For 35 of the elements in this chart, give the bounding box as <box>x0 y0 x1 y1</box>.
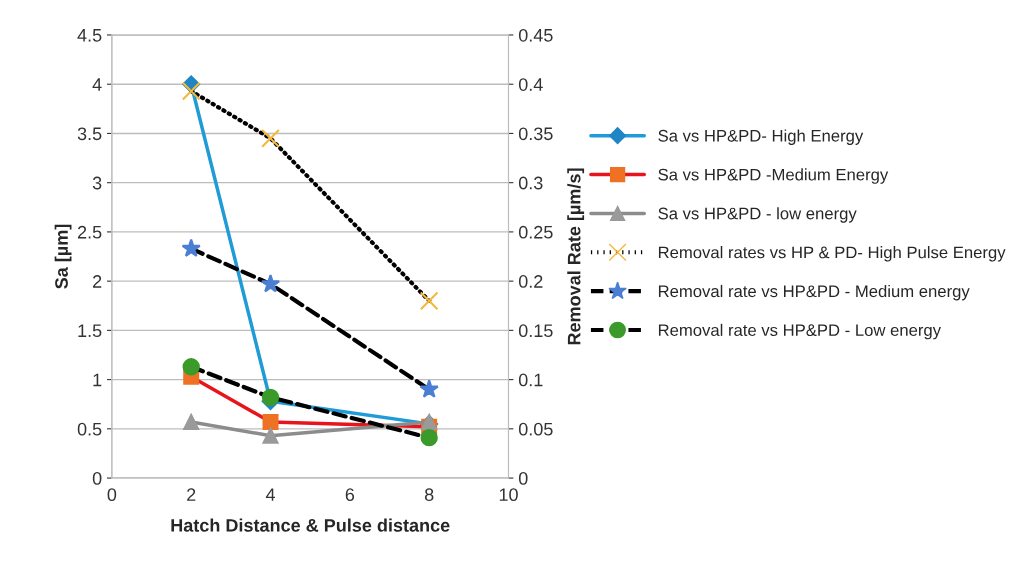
y2-tick-label: 0 <box>518 471 528 485</box>
legend-label: Sa vs HP&PD - low energy <box>658 207 857 223</box>
y-tick-label: 4 <box>92 78 102 91</box>
y2-tick-label: 0.45 <box>518 28 553 42</box>
y-tick-label: 0.5 <box>77 422 102 436</box>
y-tick-label: 2 <box>93 275 102 288</box>
y2-tick-label: 0.1 <box>518 373 543 387</box>
x-tick-label: 10 <box>499 488 518 502</box>
x-tick-label: 2 <box>187 488 196 501</box>
y-tick-label: 1.5 <box>78 324 102 338</box>
legend-label: Removal rate vs HP&PD - Low energy <box>658 323 941 340</box>
y2-tick-label: 0.35 <box>518 127 553 141</box>
y2-tick-label: 0.25 <box>518 225 553 239</box>
y2-tick-label: 0.05 <box>518 422 553 436</box>
y2-tick-label: 0.4 <box>518 78 543 91</box>
legend-label: Removal rate vs HP&PD - Medium energy <box>658 284 970 301</box>
y-tick-label: 4.5 <box>77 29 102 42</box>
y2-tick-label: 0.3 <box>518 176 543 190</box>
y-tick-label: 0 <box>92 471 102 485</box>
y-tick-label: 3.5 <box>77 127 102 141</box>
y-tick-label: 1 <box>93 373 102 387</box>
y2-axis-title: Removal Rate [µm/s] <box>567 168 585 345</box>
legend-label: Sa vs HP&PD -Medium Energy <box>658 168 889 184</box>
x-tick-label: 4 <box>265 488 276 501</box>
x-tick-label: 0 <box>107 488 117 502</box>
legend-label: Sa vs HP&PD- High Energy <box>658 129 864 145</box>
x-tick-label: 6 <box>345 488 355 502</box>
y-tick-label: 2.5 <box>77 225 102 239</box>
legend-label: Removal rates vs HP & PD- High Pulse Energy <box>658 246 1006 262</box>
x-axis-title: Hatch Distance & Pulse distance <box>171 518 450 532</box>
y2-tick-label: 0.15 <box>518 324 553 338</box>
y-tick-label: 3 <box>92 176 102 190</box>
y-axis-title: Sa [µm] <box>54 224 72 289</box>
x-tick-label: 8 <box>424 488 434 502</box>
y2-tick-label: 0.2 <box>518 275 543 288</box>
